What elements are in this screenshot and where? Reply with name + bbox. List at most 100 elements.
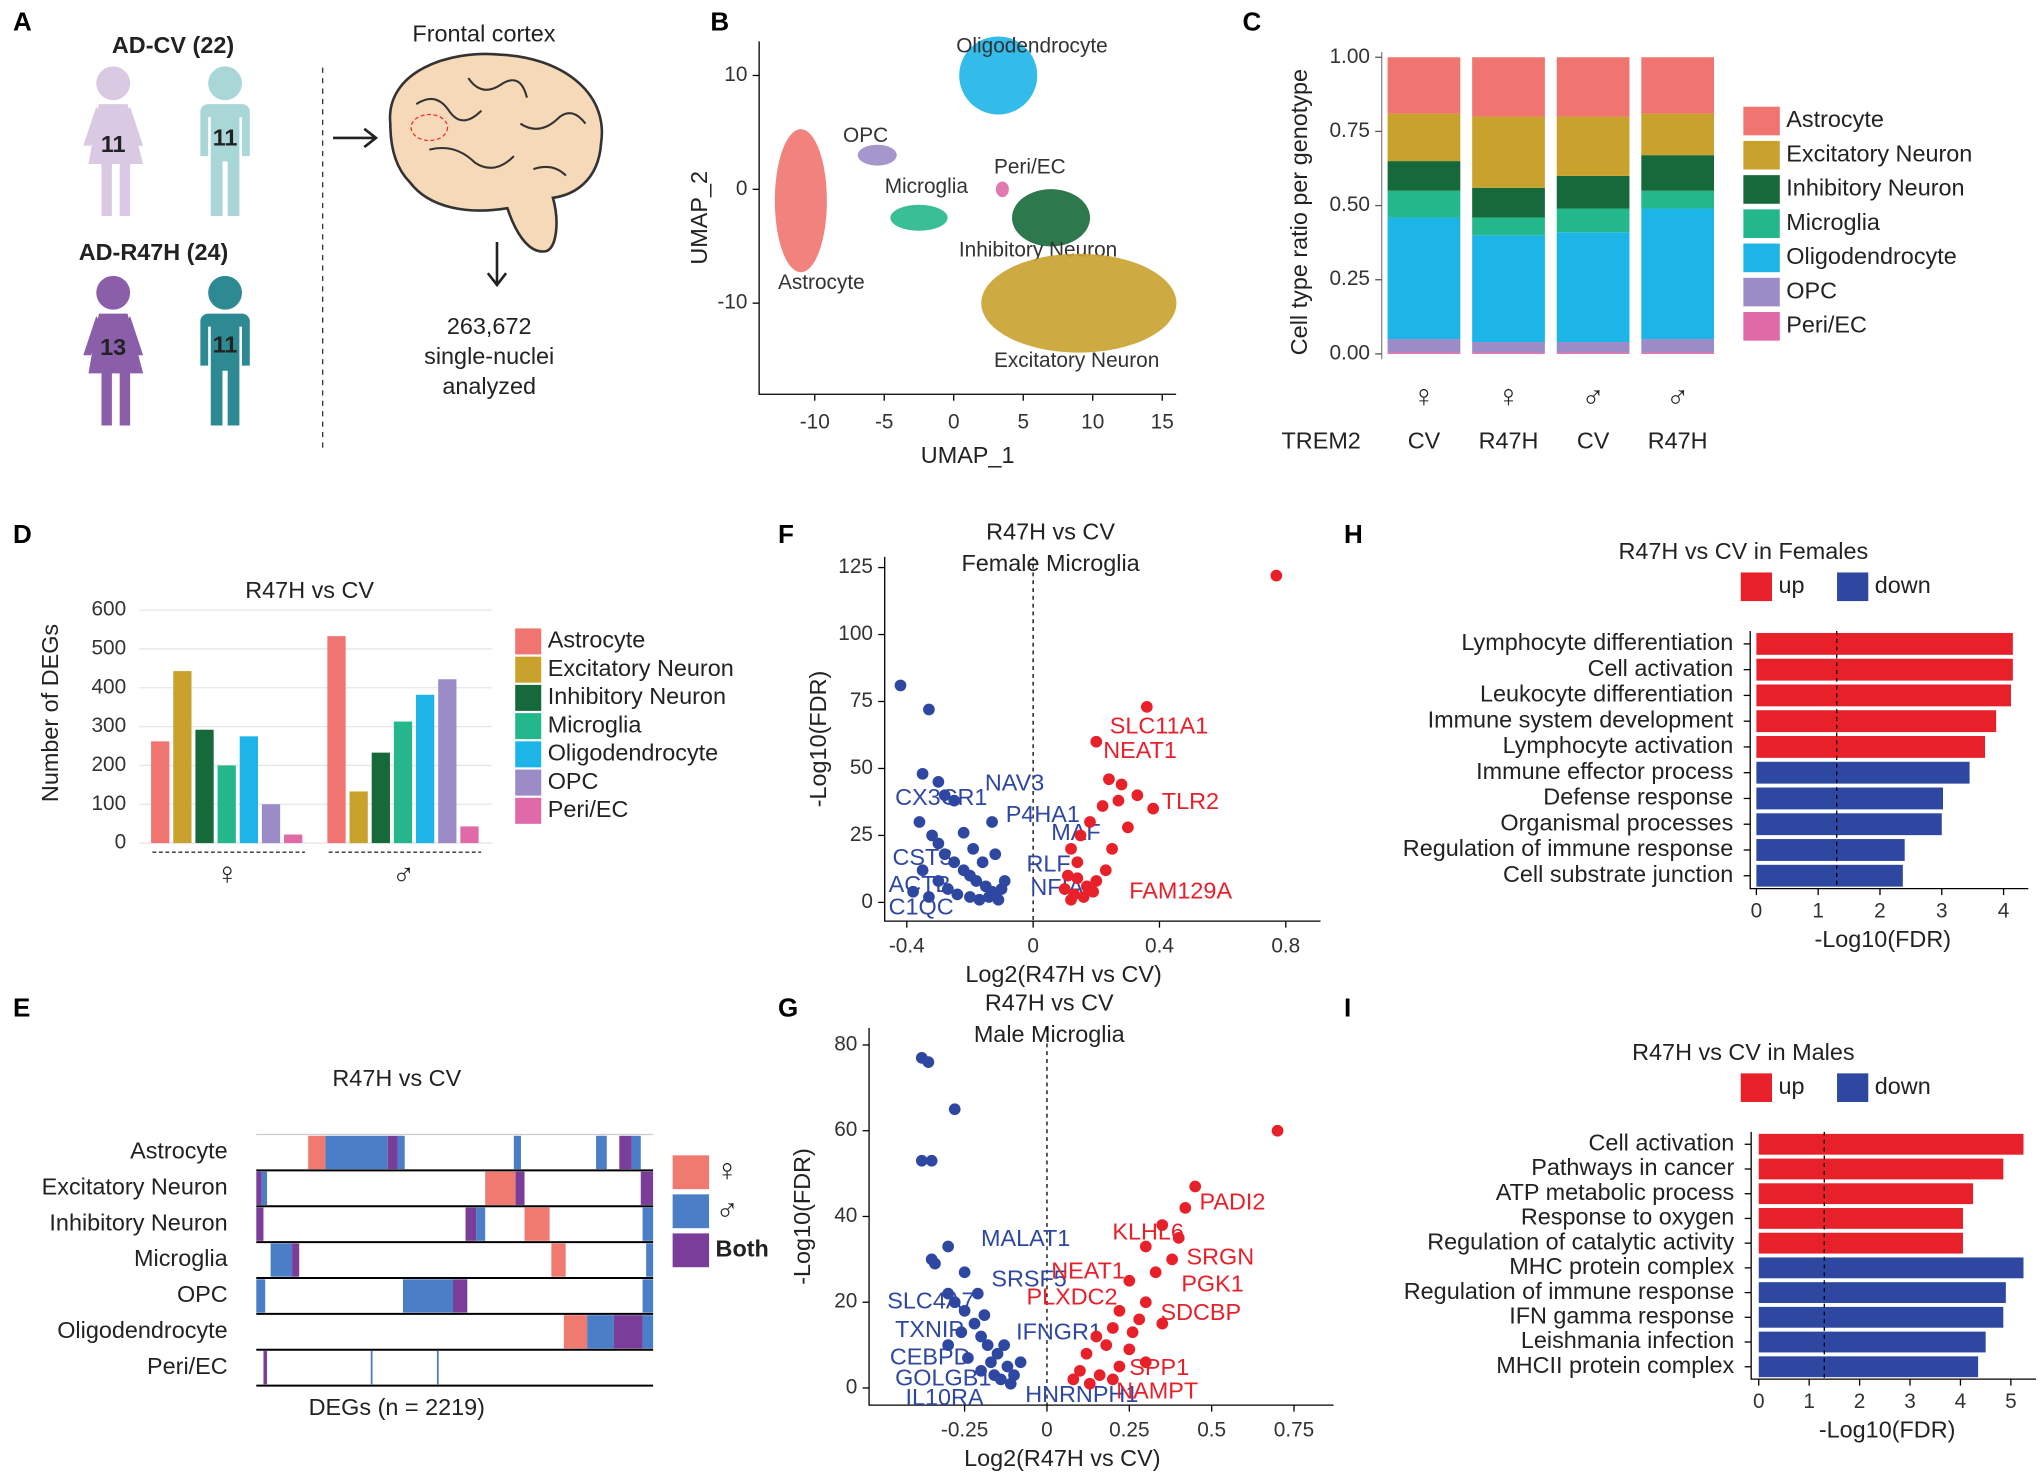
row-label: Inhibitory Neuron: [49, 1209, 227, 1235]
point: [948, 1296, 961, 1309]
gene-label: GOLGB1: [895, 1364, 991, 1390]
cluster: [890, 204, 948, 231]
legend-label: Oligodendrocyte: [1786, 243, 1956, 269]
legend-label: ♀: [716, 1152, 739, 1187]
point: [1014, 1356, 1027, 1369]
gene-label: CST3: [893, 844, 953, 870]
x-tick-label: 2: [1874, 900, 1886, 923]
bar-segment: [1556, 352, 1630, 354]
point: [915, 1154, 928, 1167]
row-label: TREM2: [1282, 428, 1361, 454]
point: [1106, 1373, 1119, 1386]
chart-title: R47H vs CV in Females: [1618, 538, 1868, 564]
bar: [438, 679, 457, 844]
point: [975, 1330, 987, 1343]
gene-label: HNRNPH1: [1025, 1381, 1138, 1407]
x-tick-label: 4: [1955, 1390, 1967, 1413]
point: [1090, 735, 1103, 748]
arrow-down: [486, 242, 508, 288]
point: [948, 856, 961, 869]
count: 11: [101, 131, 126, 157]
y-tick-label: Cell activation: [1589, 1129, 1735, 1155]
y-tick-label: 200: [91, 753, 126, 776]
bar-segment: [1556, 208, 1630, 233]
bar: [195, 729, 214, 844]
point: [958, 1266, 971, 1279]
y-axis-label: UMAP_2: [686, 171, 712, 265]
bar: [393, 721, 413, 844]
deg-block: [640, 1171, 654, 1205]
bar-segment: [1472, 57, 1545, 117]
y-tick-label: MHCII protein complex: [1496, 1352, 1734, 1378]
deg-block: [465, 1207, 477, 1241]
x-tick-label: 0.75: [1274, 1419, 1314, 1442]
bar: [1756, 658, 2013, 681]
y-tick-label: 600: [91, 598, 126, 621]
region: Frontal cortex: [412, 20, 555, 46]
legend-label: Astrocyte: [548, 627, 646, 653]
bar: [1758, 1282, 2006, 1303]
gene-label: IFNGR1: [1016, 1319, 1102, 1345]
y-tick-label: Lymphocyte activation: [1503, 732, 1734, 758]
row-label: OPC: [177, 1281, 228, 1307]
point: [932, 875, 945, 887]
y-tick-label: MHC protein complex: [1509, 1253, 1734, 1279]
x-tick-label: 0: [948, 410, 960, 433]
bar: [1758, 1356, 1979, 1378]
legend-swatch: [672, 1155, 710, 1190]
gene-label: KLHL6: [1112, 1219, 1184, 1245]
deg-block: [485, 1171, 516, 1205]
axis-line: [1750, 1131, 2037, 1380]
bar-segment: [1556, 57, 1630, 117]
cluster: [774, 129, 827, 273]
point: [1139, 1240, 1152, 1253]
legend-swatch: [1740, 1073, 1772, 1102]
x-axis-label: Log2(R47H vs CV): [965, 961, 1161, 987]
point: [1058, 883, 1071, 895]
brain: [388, 52, 604, 253]
y-tick-label: 100: [838, 622, 873, 645]
point: [957, 826, 970, 839]
bar-segment: [1472, 187, 1545, 218]
x-axis-label: Log2(R47H vs CV): [964, 1445, 1160, 1471]
gene-label: SRGN: [1187, 1243, 1255, 1269]
x-tick-label: 1: [1803, 1390, 1815, 1413]
legend-label: up: [1778, 572, 1804, 598]
bar-segment: [1641, 155, 1715, 191]
panel-label: B: [710, 6, 729, 36]
legend-swatch: [515, 797, 542, 824]
bar-segment: [1472, 116, 1545, 188]
point: [1067, 1373, 1080, 1386]
deg-block: [397, 1135, 405, 1170]
deg-block: [524, 1207, 550, 1241]
bar-segment: [1556, 175, 1630, 209]
gene-label: NEAT1: [1103, 737, 1177, 763]
deg-block: [308, 1135, 326, 1170]
y-axis-label: Cell type ratio per genotype: [1286, 69, 1312, 355]
y-tick-label: 300: [91, 714, 126, 737]
point: [1083, 1377, 1096, 1390]
deg-block: [551, 1243, 566, 1277]
legend-label: ♂: [716, 1192, 739, 1227]
point: [1133, 1313, 1146, 1326]
y-tick-label: Immune effector process: [1476, 758, 1733, 784]
point: [1103, 773, 1115, 786]
point: [1112, 794, 1125, 807]
bar: [327, 636, 346, 844]
y-tick-label: 40: [834, 1204, 857, 1227]
cluster: [981, 253, 1177, 353]
bar: [239, 736, 258, 844]
legend-swatch: [515, 769, 542, 796]
bar-segment: [1472, 352, 1545, 354]
y-tick-label: 80: [834, 1032, 857, 1055]
point: [973, 893, 986, 906]
bar: [1756, 839, 1905, 861]
point: [967, 842, 979, 855]
point: [983, 891, 995, 903]
point: [975, 1364, 987, 1377]
point: [991, 1347, 1004, 1360]
gene-label: SPP1: [1129, 1354, 1189, 1380]
y-tick-label: 10: [724, 63, 747, 86]
point: [968, 1317, 981, 1330]
point: [992, 893, 1005, 906]
